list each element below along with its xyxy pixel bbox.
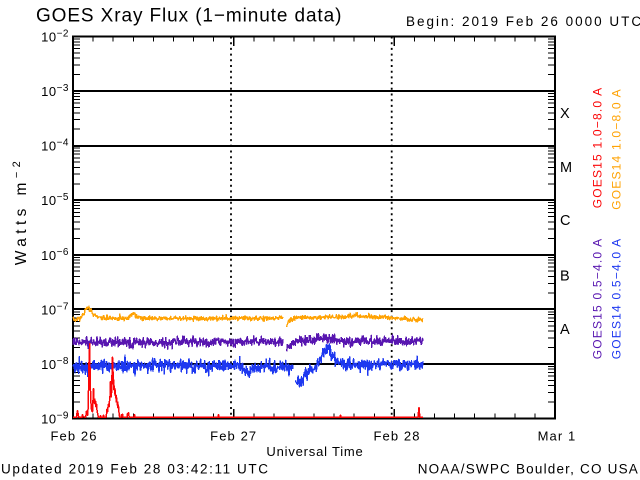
svg-text:GOES15 0.5−4.0 A: GOES15 0.5−4.0 A [591,238,605,360]
svg-text:Updated 2019 Feb 28 03:42:11 U: Updated 2019 Feb 28 03:42:11 UTC [1,462,270,477]
svg-text:GOES14 1.0−8.0 A: GOES14 1.0−8.0 A [610,88,624,210]
svg-text:Begin: 2019 Feb 26 0000 UTC: Begin: 2019 Feb 26 0000 UTC [406,14,640,29]
svg-text:Universal Time: Universal Time [266,444,363,459]
svg-text:M: M [560,160,572,176]
svg-text:A: A [560,322,570,338]
svg-text:GOES Xray Flux (1−minute data): GOES Xray Flux (1−minute data) [36,6,342,27]
svg-text:GOES15 1.0−8.0 A: GOES15 1.0−8.0 A [591,87,605,209]
svg-text:X: X [560,106,570,122]
svg-text:NOAA/SWPC Boulder, CO USA: NOAA/SWPC Boulder, CO USA [418,462,639,477]
svg-text:B: B [560,268,570,284]
svg-text:Feb 27: Feb 27 [210,429,257,444]
svg-text:GOES14 0.5−4.0 A: GOES14 0.5−4.0 A [610,238,624,360]
svg-text:Feb 26: Feb 26 [50,429,97,444]
svg-text:Mar 1: Mar 1 [538,429,577,444]
svg-text:Feb 28: Feb 28 [373,429,420,444]
svg-text:Watts m−2: Watts m−2 [11,157,30,265]
svg-text:C: C [560,213,570,229]
